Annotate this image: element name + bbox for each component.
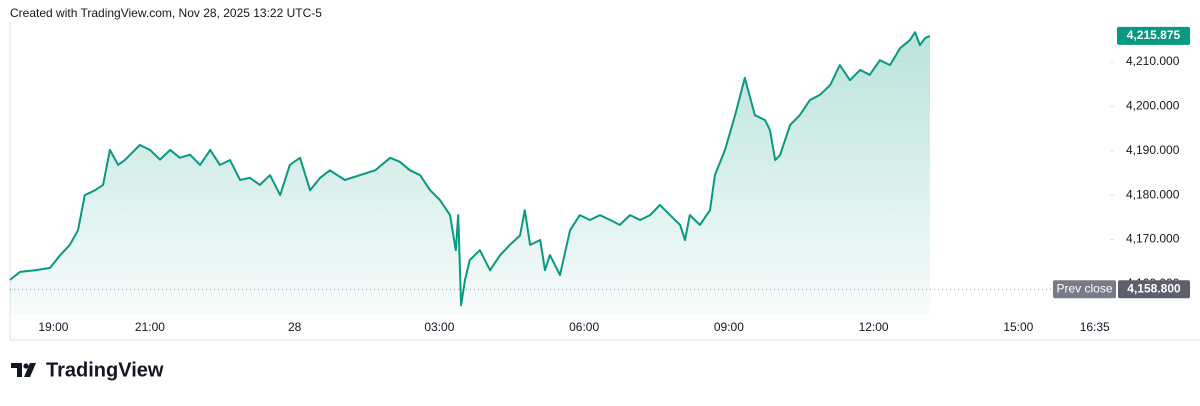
x-tick-label: 12:00 [859, 320, 889, 334]
last-price-value: 4,215.875 [1127, 28, 1181, 42]
prev-close-value: 4,158.800 [1127, 281, 1181, 295]
x-tick-label: 15:00 [1003, 320, 1033, 334]
x-tick-label: 03:00 [424, 320, 454, 334]
prev-close-name-badge [1053, 280, 1116, 299]
brand-name: TradingView [46, 359, 164, 381]
x-tick-label: 06:00 [569, 320, 599, 334]
x-tick-label: 21:00 [135, 320, 165, 334]
brand-logo [11, 363, 36, 377]
y-tick-label: 4,200.000 [1126, 99, 1180, 113]
x-tick-label: 16:35 [1080, 320, 1110, 334]
area-fill [10, 32, 930, 315]
x-tick-label: 28 [288, 320, 302, 334]
last-price-badge [1117, 26, 1190, 45]
price-line [9, 31, 931, 307]
prev-close-badge [1118, 280, 1190, 299]
x-tick-label: 09:00 [714, 320, 744, 334]
x-tick-label: 19:00 [38, 320, 68, 334]
prev-close-name: Prev close [1056, 281, 1112, 295]
header: Created with TradingView.com, Nov 28, 20… [10, 6, 322, 20]
y-tick-label: 4,170.000 [1126, 232, 1180, 246]
y-tick-label: 4,210.000 [1126, 54, 1180, 68]
y-tick-label: 4,190.000 [1126, 143, 1180, 157]
y-tick-label: 4,180.000 [1126, 187, 1180, 201]
